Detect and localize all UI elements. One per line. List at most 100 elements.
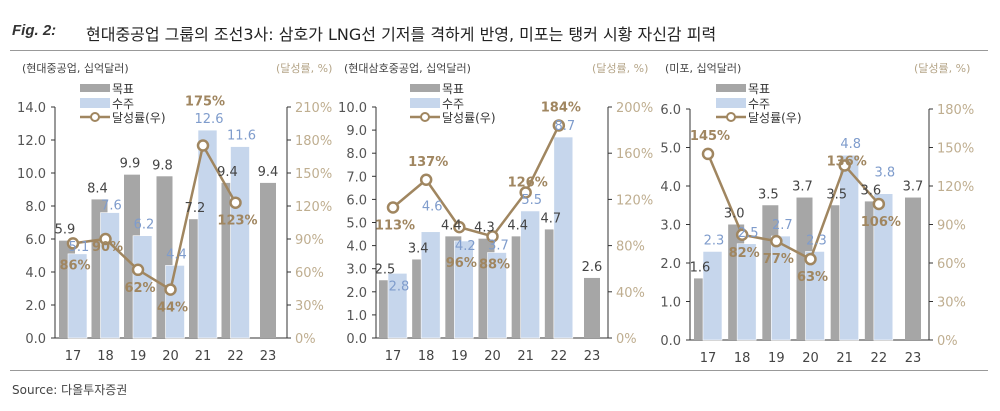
chart3-x-tick-label: 19 (768, 351, 785, 366)
chart2-rate-label: 113% (375, 218, 415, 233)
chart3-orders-bar (805, 251, 825, 341)
chart3-rate-point (770, 234, 783, 248)
chart3-orders-bar (736, 243, 757, 341)
chart3-legend-rate-label: 달성률(우) (748, 111, 802, 125)
chart1-orders-label: 6.2 (134, 218, 155, 233)
chart1-x-tick-label: 20 (162, 349, 179, 364)
chart3-orders-label: 2.3 (806, 233, 827, 248)
chart1-x-tick-label: 21 (195, 349, 212, 364)
chart1-y2-tick-label: 120% (295, 200, 332, 215)
chart2-y2-tick-label: 80% (616, 240, 645, 255)
chart1-x-tick-label: 22 (227, 349, 244, 364)
chart1-y2-tick-label: 210% (295, 101, 332, 116)
chart1-y-tick-label: 2.0 (25, 299, 46, 314)
chart1-x-tick-label: 17 (65, 349, 82, 364)
chart3-x-tick-label: 18 (734, 351, 751, 366)
chart1-rate-point (66, 237, 80, 250)
chart1-rate-label: 62% (124, 281, 155, 296)
chart3-target-label: 3.6 (860, 183, 881, 198)
chart3-y2-tick-label: 90% (937, 219, 966, 234)
chart2-target-label: 4.4 (441, 218, 462, 233)
chart1-target-label: 9.4 (258, 165, 279, 180)
chart2-y-tick-label: 7.0 (346, 170, 367, 185)
chart1-orders-bar (67, 253, 88, 339)
chart3-rate-label: 106% (861, 215, 901, 230)
chart3-legend-orders-label: 수주 (748, 97, 770, 111)
chart1-y-tick-label: 10.0 (17, 167, 46, 182)
chart2-rate-label: 137% (408, 155, 448, 170)
chart2-y-tick-label: 9.0 (346, 124, 367, 139)
chart2-y-tick-label: 0.0 (346, 332, 367, 347)
chart1-orders-label: 7.6 (101, 199, 122, 214)
figure-title: 현대중공업 그룹의 조선3사: 삼호가 LNG선 기저를 격하게 반영, 미포는… (86, 25, 717, 44)
chart2-target-bar (584, 277, 600, 338)
chart2-y2-tick-label: 200% (616, 101, 653, 116)
chart2-target-label: 3.4 (408, 241, 429, 256)
chart3-y-tick-label: 6.0 (660, 103, 681, 118)
chart3-rate-point (804, 252, 817, 266)
chart3-rate-label: 77% (763, 252, 794, 267)
chart3-target-label: 3.7 (903, 180, 924, 195)
chart1-target-label: 9.4 (217, 165, 238, 180)
chart2-rate-point (519, 186, 532, 199)
chart2-legend-target-swatch (410, 84, 440, 92)
chart3-target-label: 3.5 (826, 187, 847, 202)
chart3-y-tick-label: 3.0 (660, 219, 681, 234)
chart2-target-label: 2.6 (582, 260, 603, 275)
chart1-y2-tick-label: 90% (295, 233, 324, 248)
chart2-x-tick-label: 19 (451, 349, 468, 364)
source-note: Source: 다올투자증권 (12, 383, 128, 397)
chart3-rate-label: 82% (729, 246, 760, 261)
chart1-legend-target-label: 목표 (112, 82, 134, 96)
chart2-x-tick-label: 22 (551, 349, 568, 364)
chart2-target-label: 4.4 (507, 218, 528, 233)
chart1-orders-bar (197, 129, 218, 339)
chart3-left-unit: (미포, 십억달러) (665, 62, 742, 75)
chart1-y-tick-label: 6.0 (25, 233, 46, 248)
chart2-y-tick-label: 2.0 (346, 286, 367, 301)
chart2-right-unit: (달성률, %) (592, 62, 649, 75)
chart3-orders-bar (702, 251, 723, 341)
chart3-legend-target-label: 목표 (748, 82, 770, 96)
chart3-y-tick-label: 2.0 (660, 257, 681, 272)
chart1-legend-target-swatch (80, 84, 110, 92)
chart3-legend-target-swatch (716, 84, 746, 92)
chart2-y2-tick-label: 0% (616, 332, 637, 347)
header-divider (10, 50, 988, 51)
chart1-x-tick-label: 19 (130, 349, 147, 364)
figure-label: Fig. 2: (12, 22, 57, 39)
chart3-right-unit: (달성률, %) (914, 62, 971, 75)
chart3-x-tick-label: 21 (836, 351, 853, 366)
chart3-orders-label: 2.7 (772, 218, 793, 233)
chart2-rate-label: 96% (446, 256, 477, 271)
chart2-rate-line (392, 124, 560, 238)
chart3-target-label: 3.5 (758, 187, 779, 202)
chart3-x-tick-label: 20 (802, 351, 819, 366)
chart3-rate-point (872, 197, 886, 211)
chart2-orders-bar (387, 273, 408, 339)
chart3-rate-label: 136% (827, 154, 867, 169)
chart2-left-unit: (현대삼호중공업, 십억달러) (344, 62, 471, 75)
chart1-y2-tick-label: 150% (295, 167, 332, 182)
chart1-orders-label: 5.1 (69, 240, 90, 255)
footer-divider (10, 370, 988, 371)
chart2-orders-label: 2.8 (389, 279, 410, 294)
chart2-orders-bar (454, 240, 474, 339)
chart2-orders-bar (553, 136, 574, 339)
chart1-y-tick-label: 8.0 (25, 200, 46, 215)
chart1-y-tick-label: 14.0 (17, 101, 46, 116)
chart2-target-label: 2.5 (375, 262, 396, 277)
chart3-orders-label: 2.3 (704, 233, 725, 248)
chart3-rate-point (701, 147, 715, 161)
chart3-orders-label: 3.8 (874, 166, 895, 181)
chart2-orders-bar (420, 231, 441, 339)
chart3-y-tick-label: 0.0 (660, 334, 681, 349)
chart3-target-label: 3.0 (724, 207, 745, 222)
chart1-rate-point (131, 263, 145, 277)
chart1-target-label: 9.9 (120, 157, 141, 172)
chart2-y-tick-label: 6.0 (346, 193, 367, 208)
chart2-orders-bar (487, 252, 507, 339)
chart1-right-unit: (달성률, %) (276, 62, 333, 75)
chart1-orders-label: 4.4 (166, 247, 187, 262)
